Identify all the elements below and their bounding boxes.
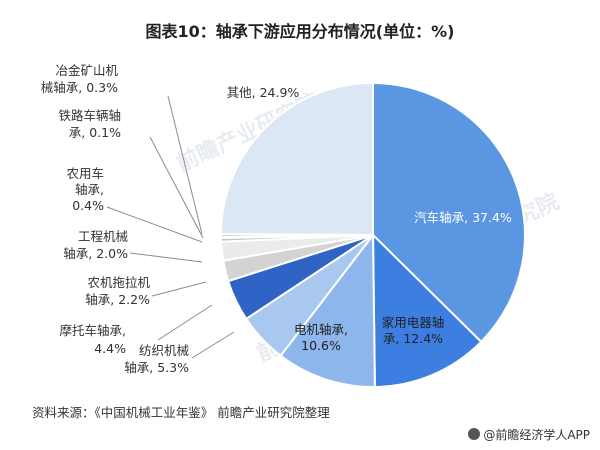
slice-label: 汽车轴承, 37.4% xyxy=(414,210,512,225)
pie-slice xyxy=(279,232,376,388)
leader-line xyxy=(151,281,207,297)
slice-label: 农用车轴承, 0.4% xyxy=(66,166,104,213)
brand-credit: @前瞻经济学人APP xyxy=(468,426,590,443)
leader-line xyxy=(191,331,235,359)
slice-label: 纺织机械轴承, 5.3% xyxy=(124,343,189,375)
slice-label: 电机轴承, 10.6% xyxy=(294,322,348,353)
brand-logo-icon xyxy=(468,428,481,440)
source-note: 资料来源：《中国机械工业年鉴》 前瞻产业研究院整理 xyxy=(32,405,330,420)
slice-label: 其他, 24.9% xyxy=(227,85,300,100)
leader-line xyxy=(149,136,204,239)
pie-chart: 汽车轴承, 37.4% 家用电器轴承, 12.4% 电机轴承, 10.6% 纺织机械轴承… xyxy=(41,63,526,389)
leader-line xyxy=(167,95,203,235)
brand-text: @前瞻经济学人APP xyxy=(483,428,590,442)
leader-line xyxy=(157,304,213,341)
chart-title: 图表10：轴承下游应用分布情况(单位：%) xyxy=(145,22,455,41)
pie-slice xyxy=(371,232,483,389)
slice-label: 冶金矿山机械轴承, 0.3% xyxy=(41,63,119,95)
pie-slice xyxy=(219,81,374,237)
leader-line xyxy=(106,206,203,243)
slice-label: 家用电器轴承, 12.4% xyxy=(382,315,445,346)
slice-label: 摩托车轴承, 4.4% xyxy=(60,323,127,356)
leader-line xyxy=(129,252,203,263)
slice-label: 工程机械轴承, 2.0% xyxy=(63,229,128,261)
slice-label: 农机拖拉机轴承, 2.2% xyxy=(85,275,150,307)
slice-label: 铁路车辆轴承, 0.1% xyxy=(58,108,121,140)
pie-slice xyxy=(372,81,526,344)
